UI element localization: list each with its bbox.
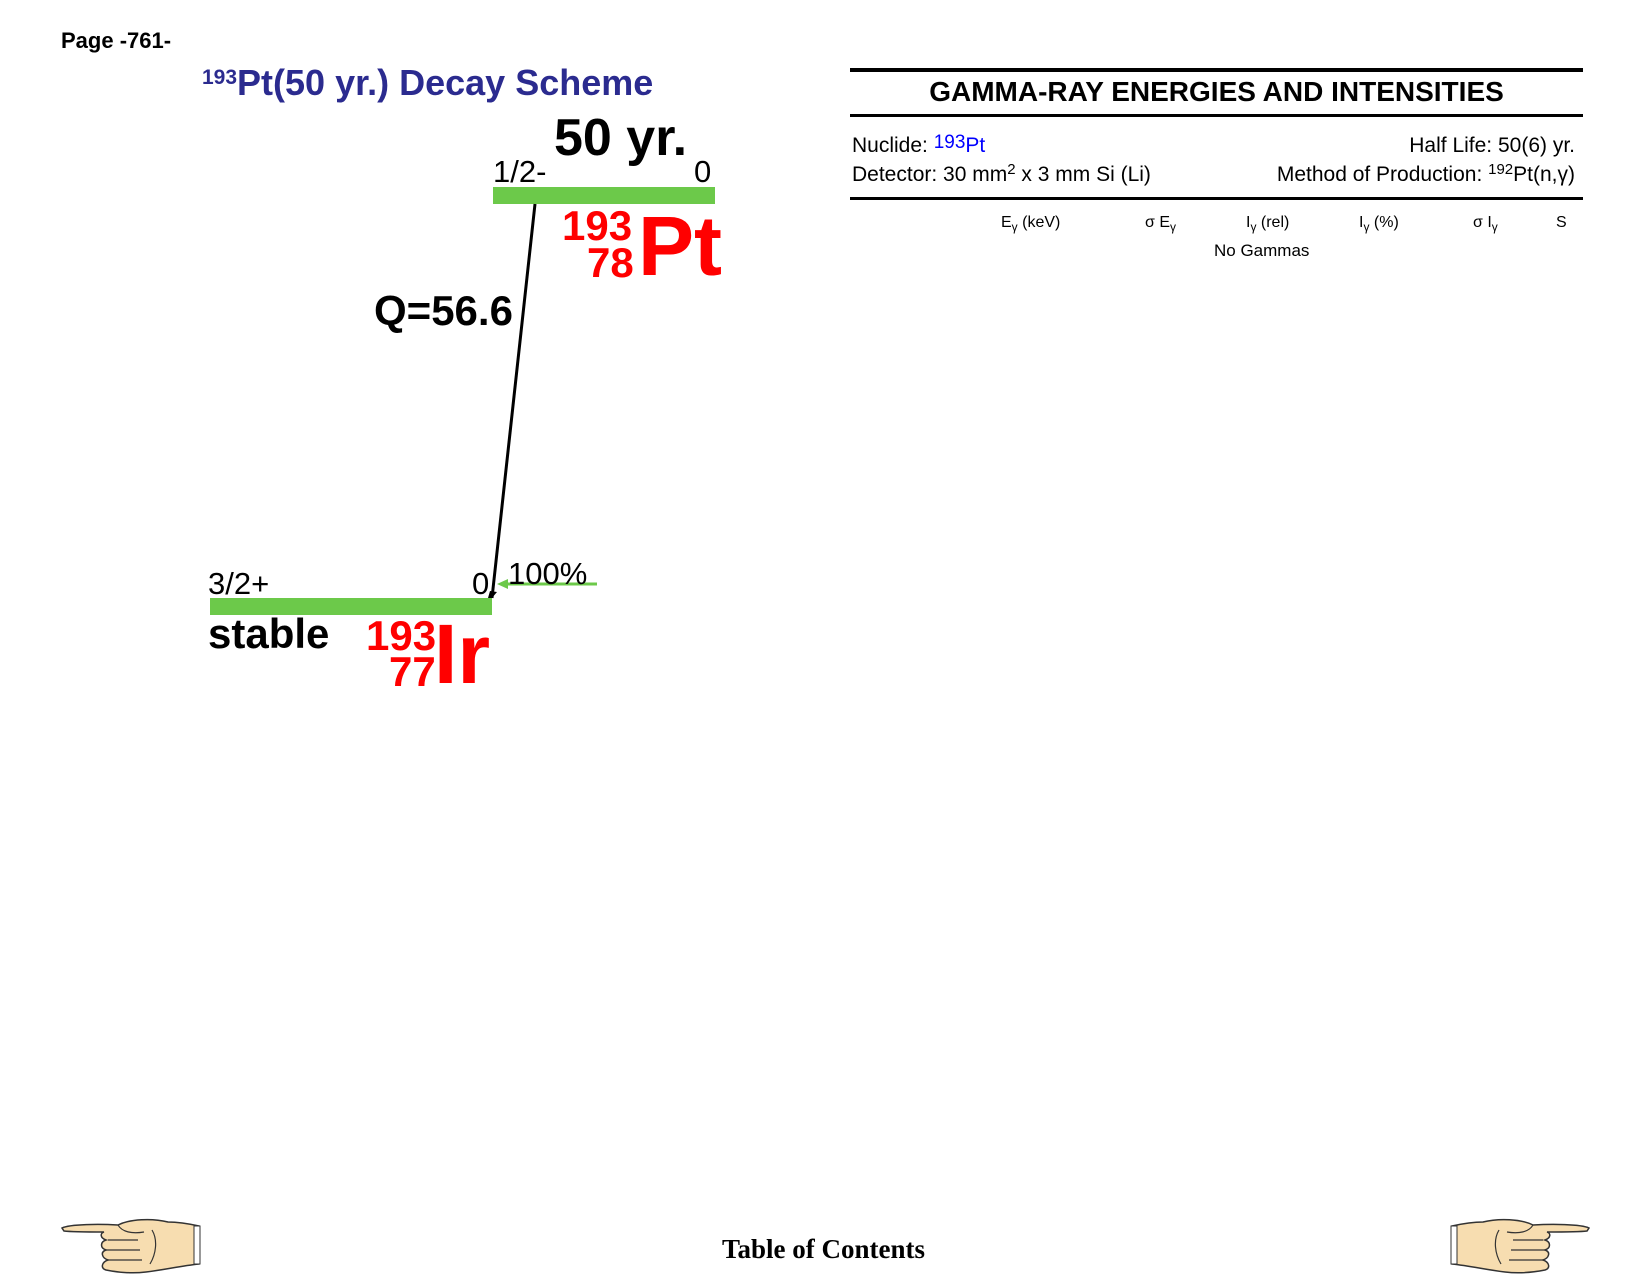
pointing-hand-right-icon[interactable] bbox=[1449, 1216, 1591, 1278]
column-header-abs-intensity: Iγ (%) bbox=[1359, 214, 1399, 235]
daughter-symbol: Ir bbox=[434, 607, 491, 701]
branch-arrowhead bbox=[497, 579, 508, 589]
daughter-spin: 3/2+ bbox=[208, 566, 270, 601]
nuclide-value: 193Pt bbox=[933, 132, 986, 157]
half-life-field: Half Life: 50(6) yr. bbox=[1409, 134, 1575, 157]
branch-intensity: 100% bbox=[508, 556, 588, 591]
page-title: 193Pt(50 yr.) Decay Scheme bbox=[202, 62, 653, 104]
gamma-table-title: GAMMA-RAY ENERGIES AND INTENSITIES bbox=[929, 76, 1504, 107]
daughter-energy: 0 bbox=[472, 566, 490, 601]
daughter-atomic-number: 77 bbox=[389, 648, 436, 695]
nuclide-symbol: Pt bbox=[965, 134, 986, 157]
column-header-energy: Eγ (keV) bbox=[1001, 214, 1061, 235]
detector-exponent: 2 bbox=[1007, 161, 1016, 178]
column-header-intensity-error: σ Iγ bbox=[1473, 214, 1498, 235]
parent-half-life: 50 yr. bbox=[554, 109, 688, 167]
beta-decay-arrow-line bbox=[490, 203, 537, 599]
nuclide-mass: 193 bbox=[933, 132, 966, 153]
parent-symbol: Pt bbox=[638, 199, 722, 293]
production-mass: 192 bbox=[1488, 161, 1514, 178]
column-header-s: S bbox=[1556, 214, 1567, 231]
parent-atomic-number: 78 bbox=[587, 239, 634, 286]
column-header-energy-error: σ Eγ bbox=[1145, 214, 1176, 235]
detector-rest: x 3 mm Si (Li) bbox=[1015, 163, 1151, 186]
daughter-mass-number: 193 bbox=[366, 612, 437, 659]
no-gammas-message: No Gammas bbox=[1214, 241, 1310, 260]
title-text: Pt(50 yr.) Decay Scheme bbox=[237, 62, 654, 103]
parent-spin: 1/2- bbox=[493, 154, 547, 189]
daughter-status: stable bbox=[208, 610, 330, 657]
production-reaction: Pt(n,γ) bbox=[1513, 163, 1575, 186]
q-value: Q=56.6 bbox=[374, 287, 513, 334]
pointing-hand-left-icon[interactable] bbox=[60, 1216, 202, 1278]
parent-level-bar bbox=[493, 187, 715, 204]
title-mass-number: 193 bbox=[202, 66, 238, 89]
detector-field: Detector: 30 mm2 x 3 mm Si (Li) bbox=[852, 161, 1151, 187]
parent-mass-number: 193 bbox=[562, 202, 633, 249]
nuclide-label: Nuclide: bbox=[852, 134, 928, 157]
table-top-rule bbox=[850, 68, 1583, 72]
nuclide-field: Nuclide: 193Pt bbox=[852, 132, 986, 158]
table-title-rule bbox=[850, 114, 1583, 117]
detector-label: Detector: 30 mm bbox=[852, 163, 1008, 186]
production-field: Method of Production: 192Pt(n,γ) bbox=[1276, 161, 1575, 187]
column-header-rel-intensity: Iγ (rel) bbox=[1246, 214, 1290, 235]
table-of-contents-link[interactable]: Table of Contents bbox=[722, 1234, 926, 1264]
page-number: Page -761- bbox=[61, 28, 172, 53]
daughter-level-bar bbox=[210, 598, 492, 615]
table-header-rule bbox=[850, 197, 1583, 200]
parent-energy: 0 bbox=[694, 154, 712, 189]
production-label: Method of Production: bbox=[1276, 163, 1489, 186]
